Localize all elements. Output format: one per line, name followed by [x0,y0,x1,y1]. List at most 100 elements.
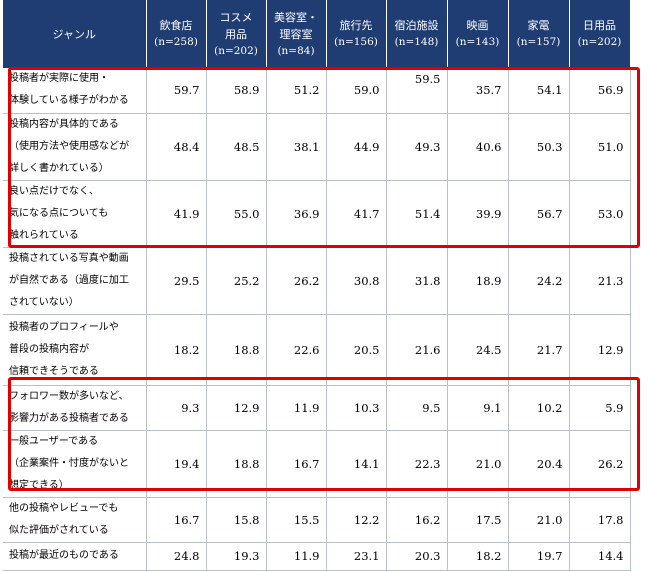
value-cell: 18.2 [146,314,207,386]
value-cell: 41.9 [146,180,207,248]
value-cell: 9.3 [146,385,207,431]
value-cell: 51.4 [386,180,448,248]
value-cell: 54.1 [508,68,570,114]
table-row: 良い点だけでなく、 気になる点についても 触れられている 41.9 55.0 36.9 41… [3,180,631,248]
value-cell: 19.7 [508,542,570,571]
value-cell: 15.5 [266,497,327,543]
value-cell: 59.0 [326,68,387,114]
value-cell: 18.2 [447,542,509,571]
row-label-line: 体験している様子がわかる [9,95,129,107]
value-cell: 21.6 [386,314,448,386]
value-cell: 24.5 [447,314,509,386]
row-label-line: （企業案件・忖度がないと [9,457,129,469]
value-cell: 35.7 [447,68,509,114]
row-label-line: が自然である（過度に加工 [9,274,129,286]
value-cell: 38.1 [266,113,327,181]
row-label-line: されていない） [9,296,79,308]
value-cell: 30.8 [326,247,387,315]
value-cell: 51.2 [266,68,327,114]
row-label: フォロワー数が多いなど、 影響力がある投稿者である [3,385,147,431]
value-cell: 21.0 [508,497,570,543]
value-cell: 15.8 [206,497,267,543]
value-cell: 20.4 [508,430,570,498]
col-header: 映画 (n=143) [447,0,509,68]
value-cell: 24.8 [146,542,207,571]
value-cell: 48.5 [206,113,267,181]
value-cell: 48.4 [146,113,207,181]
value-cell: 56.7 [508,180,570,248]
value-cell: 56.9 [569,68,631,114]
col-header: コスメ 用品 (n=202) [206,0,267,68]
value-cell: 41.7 [326,180,387,248]
row-label: 他の投稿やレビューでも 似た評価がされている [3,497,147,543]
row-label: 一般ユーザーである （企業案件・忖度がないと 想定できる） [3,430,147,498]
row-label-line: 他の投稿やレビューでも [9,502,119,514]
value-cell: 10.3 [326,385,387,431]
row-label-line: 影響力がある投稿者である [9,412,129,424]
header-row: ジャンル 飲食店 (n=258) コスメ 用品 (n=202) 美容室・ 理容室 (n=8… [3,0,631,68]
value-cell: 20.3 [386,542,448,571]
value-cell: 9.1 [447,385,509,431]
col-header: 宿泊施設 (n=148) [386,0,448,68]
value-cell: 24.2 [508,247,570,315]
value-cell: 58.9 [206,68,267,114]
value-cell: 22.6 [266,314,327,386]
value-cell: 9.5 [386,385,448,431]
col-header: 飲食店 (n=258) [146,0,207,68]
row-label-line: （使用方法や使用感などが [9,140,129,152]
value-cell: 31.8 [386,247,448,315]
value-cell: 14.4 [569,542,631,571]
value-cell: 26.2 [569,430,631,498]
row-label: 良い点だけでなく、 気になる点についても 触れられている [3,180,147,248]
value-cell: 11.9 [266,385,327,431]
row-label-line: 一般ユーザーである [9,435,99,447]
value-cell: 16.7 [266,430,327,498]
row-label: 投稿内容が具体的である （使用方法や使用感などが 詳しく書かれている） [3,113,147,181]
table-row: 投稿が最近のものである 24.8 19.3 11.9 23.1 20.3 18.2 19.7 1… [3,542,631,571]
value-cell: 16.7 [146,497,207,543]
row-label: 投稿が最近のものである [3,542,147,571]
value-cell: 23.1 [326,542,387,571]
value-cell: 18.9 [447,247,509,315]
value-cell: 22.3 [386,430,448,498]
comparison-table: ジャンル 飲食店 (n=258) コスメ 用品 (n=202) 美容室・ 理容室 (n=8… [3,0,631,571]
value-cell: 18.8 [206,430,267,498]
value-cell: 5.9 [569,385,631,431]
value-cell: 25.2 [206,247,267,315]
col-header: 旅行先 (n=156) [326,0,387,68]
row-label-line: 普段の投稿内容が [9,343,89,355]
table-row: フォロワー数が多いなど、 影響力がある投稿者である 9.3 12.9 11.9 10.3 9… [3,385,631,431]
value-cell: 21.7 [508,314,570,386]
table-row: 投稿者のプロフィールや 普段の投稿内容が 信頼できそうである 18.2 18.8 22.6… [3,314,631,386]
value-cell: 12.9 [569,314,631,386]
highlight-box-bottom [8,377,640,491]
value-cell: 14.1 [326,430,387,498]
row-label-line: 想定できる） [9,479,69,491]
row-label: 投稿者が実際に使用・体験している様子がわかる [3,68,147,114]
table-row: 投稿内容が具体的である （使用方法や使用感などが 詳しく書かれている） 48.4 48.… [3,113,631,181]
row-label-line: 良い点だけでなく、 [9,185,99,197]
value-cell: 19.4 [146,430,207,498]
row-label-line: 触れられている [9,229,79,241]
row-label-line: 投稿されている写真や動画 [9,252,129,264]
value-cell: 12.9 [206,385,267,431]
row-label-line: フォロワー数が多いなど、 [9,390,129,402]
row-label: 投稿されている写真や動画 が自然である（過度に加工 されていない） [3,247,147,315]
value-cell: 17.5 [447,497,509,543]
value-cell: 21.3 [569,247,631,315]
value-cell: 59.7 [146,68,207,114]
row-label-line: 似た評価がされている [9,524,109,536]
value-cell: 16.2 [386,497,448,543]
table-row: 一般ユーザーである （企業案件・忖度がないと 想定できる） 19.4 18.8 16.7 1… [3,430,631,498]
col-header: 家電 (n=157) [508,0,570,68]
row-label-line: 投稿者が実際に使用・ [9,73,109,85]
col-header: 美容室・ 理容室 (n=84) [266,0,327,68]
value-cell: 11.9 [266,542,327,571]
value-cell: 18.8 [206,314,267,386]
value-cell: 20.5 [326,314,387,386]
value-cell: 51.0 [569,113,631,181]
row-label-line: 投稿内容が具体的である [9,118,119,130]
value-cell: 26.2 [266,247,327,315]
row-label-line: 投稿が最近のものである [9,550,119,561]
genre-header: ジャンル [3,0,147,68]
